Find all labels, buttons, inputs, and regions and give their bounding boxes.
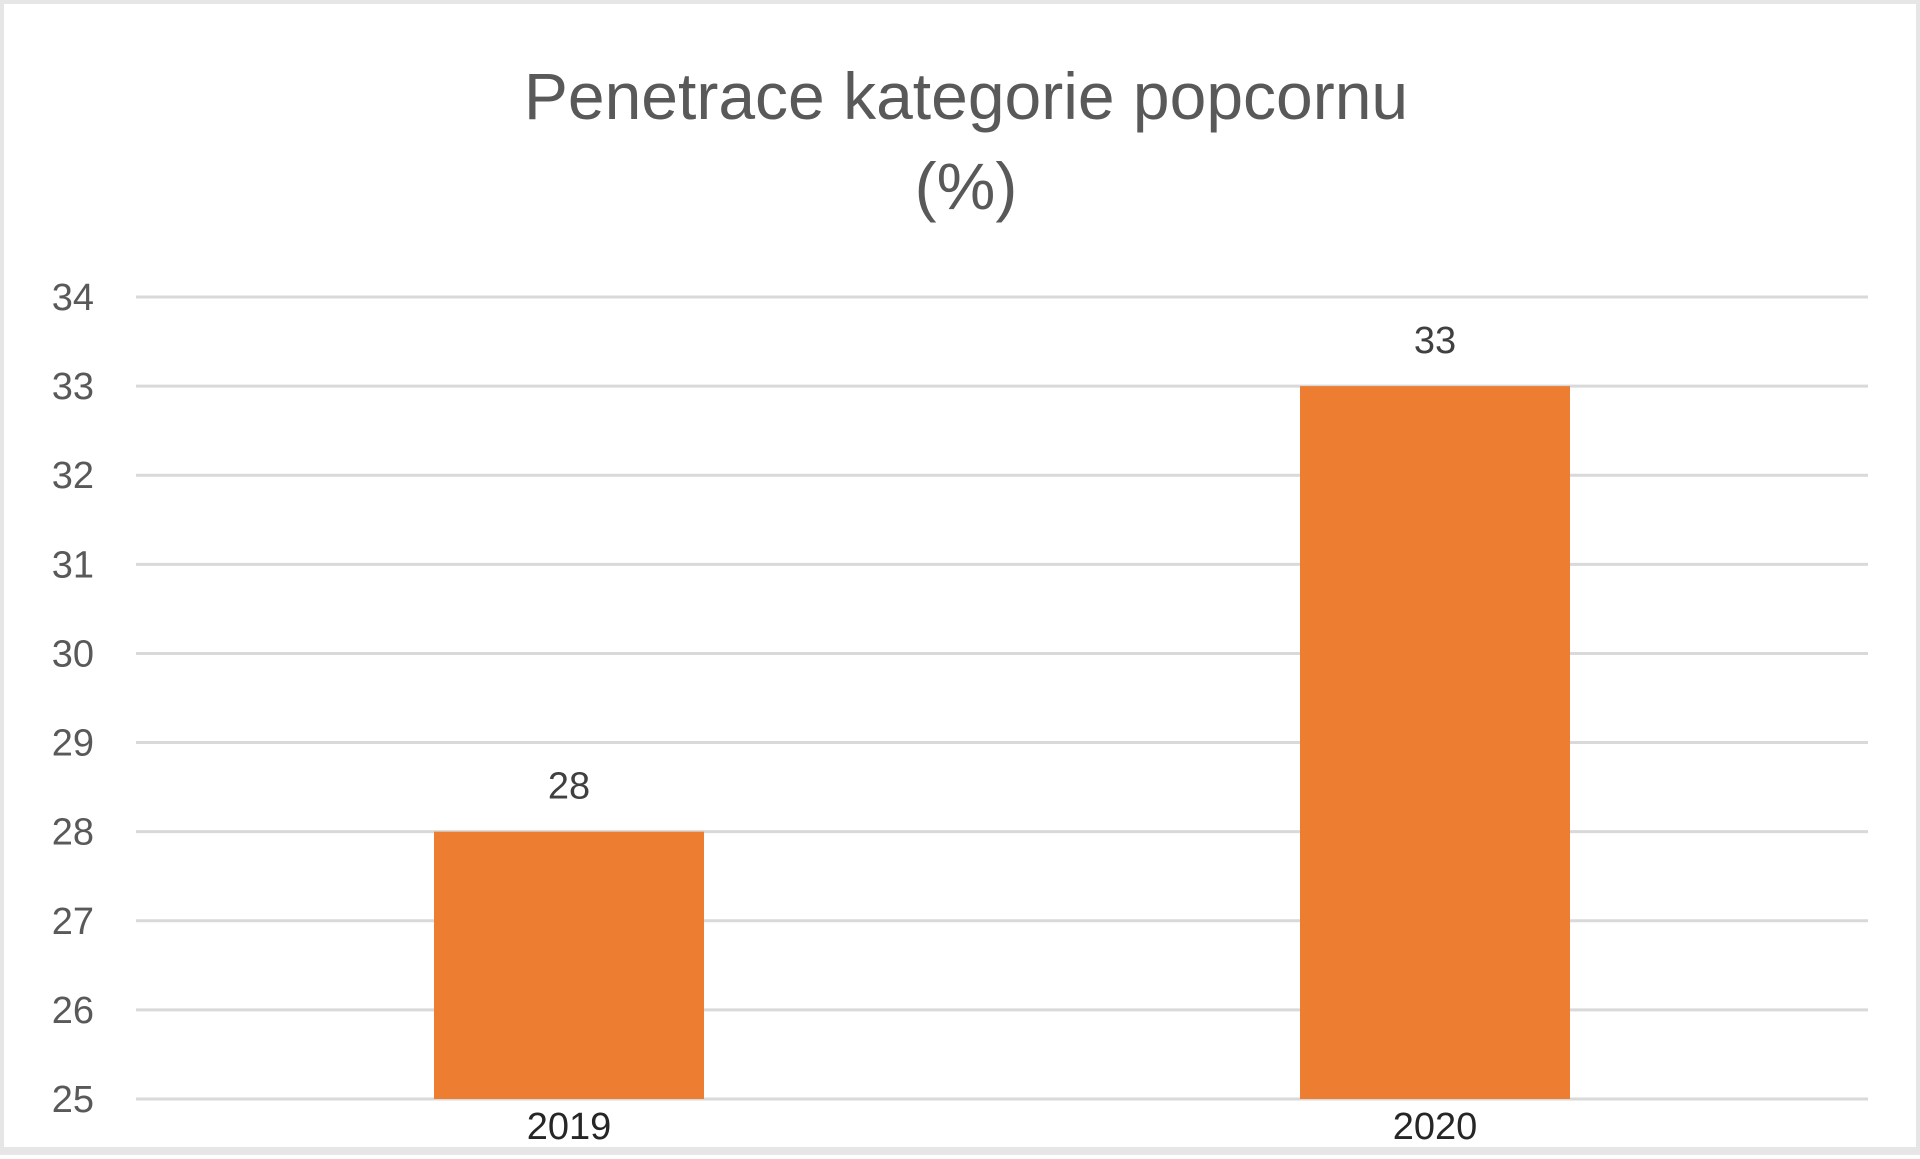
chart-title: Penetrace kategorie popcornu [524,59,1408,133]
bars [434,386,1570,1100]
y-tick-label: 31 [52,544,94,586]
chart-subtitle: (%) [915,149,1018,223]
bar-chart: Penetrace kategorie popcornu (%) 2526272… [52,59,1868,1148]
y-tick-label: 28 [52,812,94,854]
data-labels: 28 33 [548,320,1456,808]
y-tick-label: 33 [52,366,94,408]
bar [434,831,704,1099]
data-label: 33 [1414,320,1456,362]
x-axis-tick-labels: 2019 2020 [527,1106,1478,1148]
y-axis-tick-labels: 25 26 27 28 29 30 31 32 33 34 [52,277,94,1121]
x-tick-label: 2019 [527,1106,612,1148]
gridlines [136,295,1868,1101]
y-tick-label: 32 [52,455,94,497]
y-tick-label: 30 [52,633,94,675]
x-tick-label: 2020 [1393,1106,1478,1148]
y-tick-label: 27 [52,901,94,943]
bar [1300,386,1570,1100]
data-label: 28 [548,766,590,808]
y-tick-label: 25 [52,1079,94,1121]
y-tick-label: 34 [52,277,94,319]
y-tick-label: 29 [52,723,94,765]
y-tick-label: 26 [52,990,94,1032]
